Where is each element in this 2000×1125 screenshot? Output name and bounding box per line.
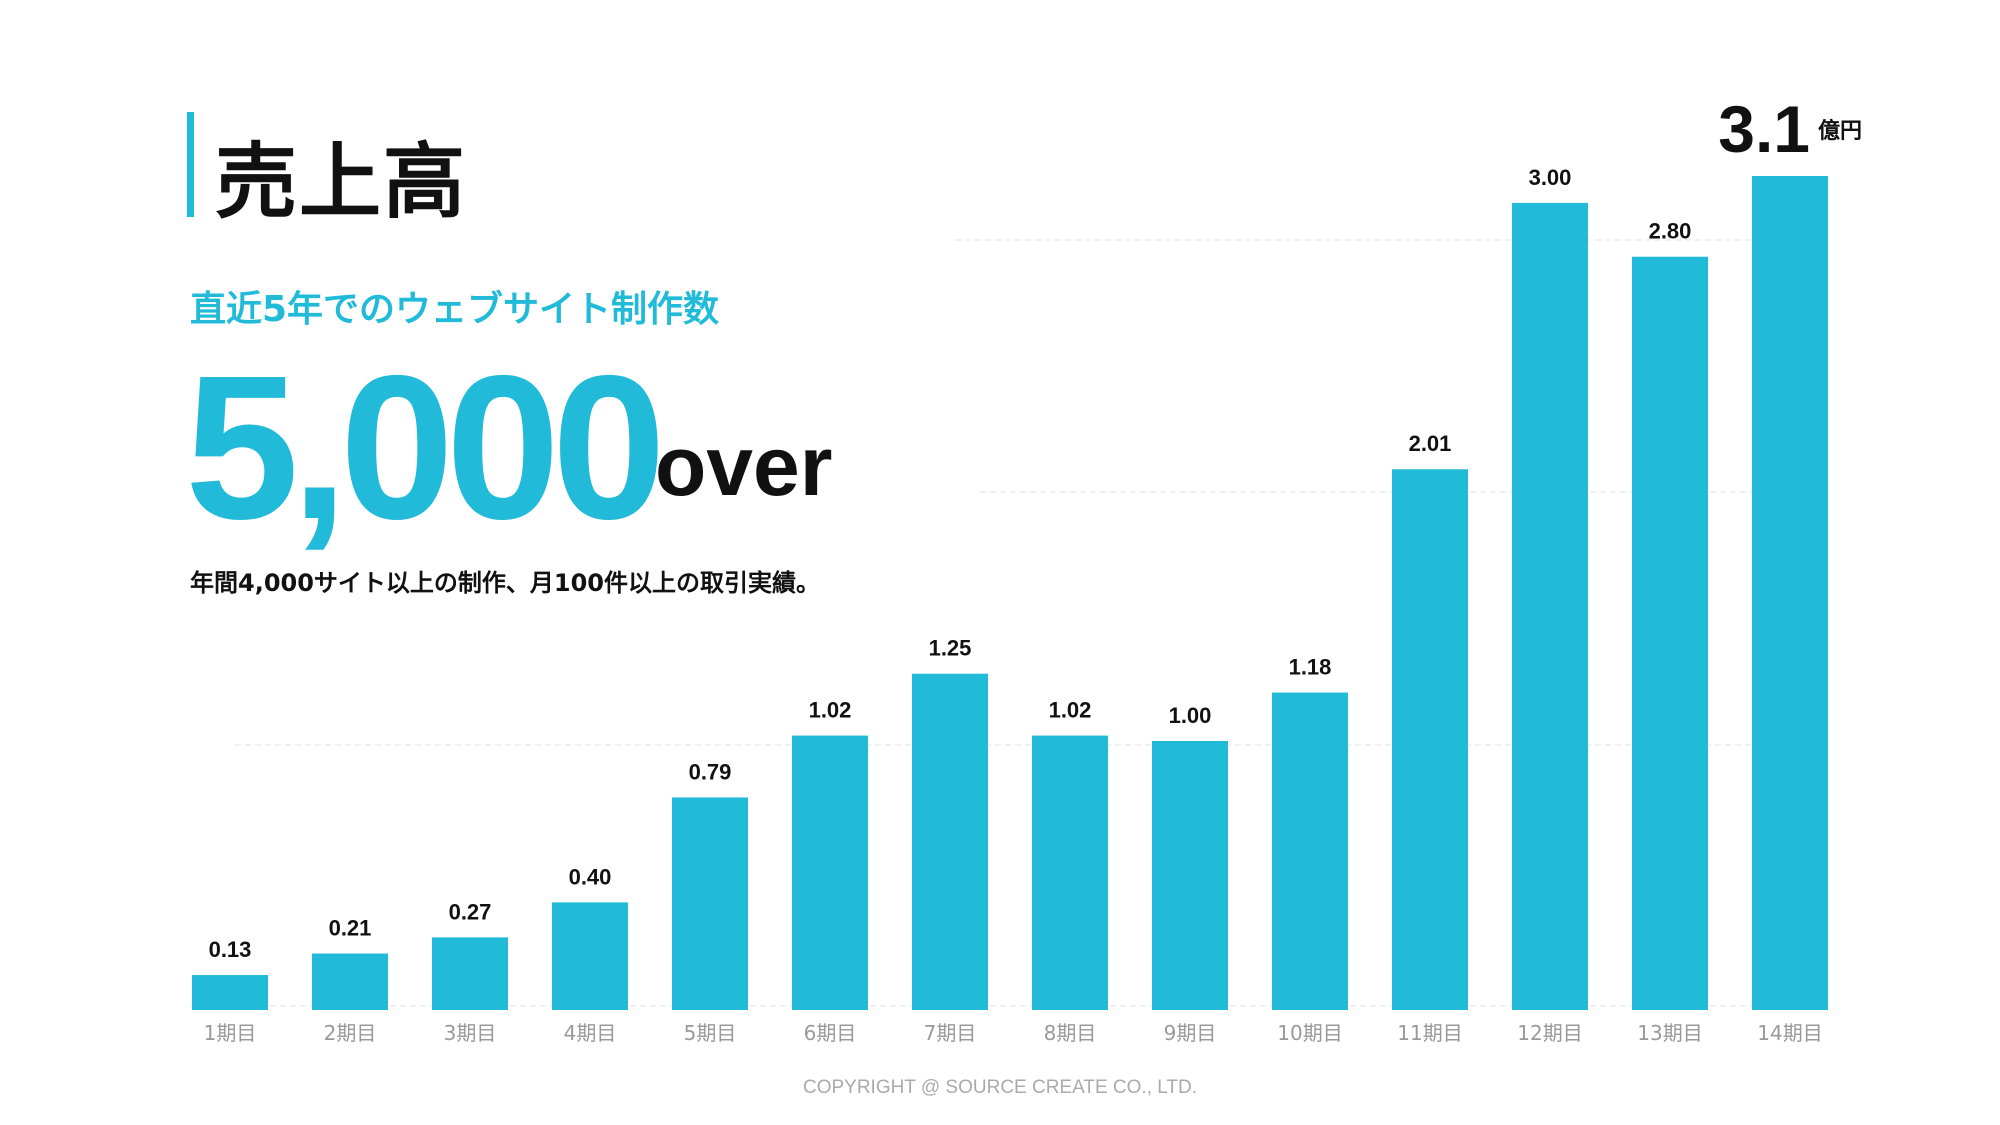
bar [552,902,628,1010]
category-label: 1期目 [204,1021,257,1045]
page-title: 売上高 [215,135,468,230]
bar [192,975,268,1010]
headline-number: 5,000 [185,333,666,562]
bar [312,953,388,1010]
category-label: 9期目 [1164,1021,1217,1045]
description: 年間4,000サイト以上の制作、月100件以上の取引実績。 [190,569,821,597]
category-label: 12期目 [1517,1021,1582,1045]
data-label: 0.40 [569,864,612,889]
category-label: 4期目 [564,1021,617,1045]
category-label: 8期目 [1044,1021,1097,1045]
category-label: 10期目 [1277,1021,1342,1045]
title-accent-bar [187,112,194,217]
bar [1032,735,1108,1010]
data-label: 2.01 [1409,431,1452,456]
data-label: 1.02 [1049,698,1092,723]
bar [1512,202,1588,1011]
data-label-unit: 億円 [1818,118,1862,144]
bar [1152,740,1228,1010]
data-label: 3.00 [1529,165,1572,190]
category-label: 5期目 [684,1021,737,1045]
category-label: 2期目 [324,1021,377,1045]
bar [672,797,748,1010]
data-label: 1.02 [809,698,852,723]
data-label: 3.1 [1718,92,1810,166]
data-label: 1.25 [929,636,972,661]
category-label: 7期目 [924,1021,977,1045]
bar [912,673,988,1010]
data-label: 0.21 [329,916,372,941]
headline-suffix: over [655,419,833,513]
data-label: 1.18 [1289,655,1332,680]
bar [1392,469,1468,1011]
category-label: 11期目 [1397,1021,1462,1045]
category-label: 6期目 [804,1021,857,1045]
bar [432,937,508,1010]
bar [792,735,868,1010]
bar [1752,176,1828,1010]
data-label: 0.79 [689,759,732,784]
data-label: 1.00 [1169,703,1212,728]
copyright: COPYRIGHT @ SOURCE CREATE CO., LTD. [802,1077,1198,1098]
bar [1272,692,1348,1010]
subtitle: 直近5年でのウェブサイト制作数 [190,289,720,330]
category-label: 3期目 [444,1021,497,1045]
bar [1632,256,1708,1010]
data-label: 2.80 [1649,219,1692,244]
data-label: 0.27 [449,899,492,924]
category-label: 13期目 [1637,1021,1702,1045]
data-label: 0.13 [209,937,252,962]
category-label: 14期目 [1757,1021,1822,1045]
